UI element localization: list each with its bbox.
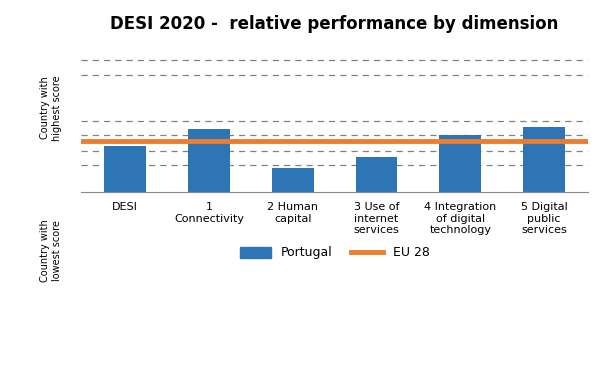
Bar xyxy=(104,146,147,192)
Bar xyxy=(523,127,565,192)
Bar xyxy=(356,157,397,192)
Text: Country with
lowest score: Country with lowest score xyxy=(40,220,62,282)
Legend: Portugal, EU 28: Portugal, EU 28 xyxy=(235,242,435,264)
Title: DESI 2020 -  relative performance by dimension: DESI 2020 - relative performance by dime… xyxy=(110,15,559,33)
Bar xyxy=(440,135,481,192)
Text: Country with
highest score: Country with highest score xyxy=(40,75,62,141)
Bar xyxy=(272,168,314,192)
Bar xyxy=(188,129,230,192)
